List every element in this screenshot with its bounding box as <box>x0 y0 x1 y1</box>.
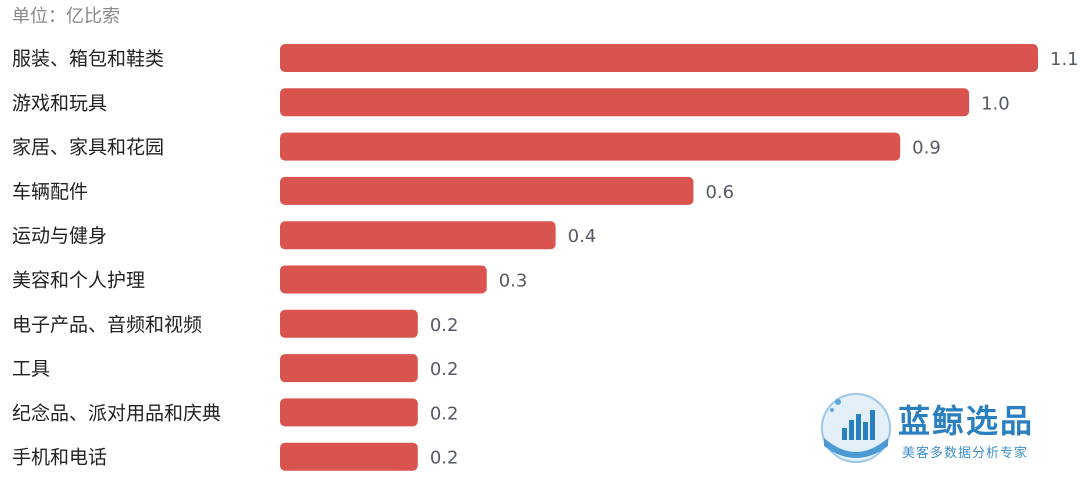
category-label: 家居、家具和花园 <box>12 137 164 159</box>
value-label: 0.2 <box>430 359 459 380</box>
unit-label: 单位：亿比索 <box>12 6 120 27</box>
category-label: 运动与健身 <box>12 225 107 247</box>
value-label: 0.6 <box>705 182 734 203</box>
value-label: 0.3 <box>499 271 528 292</box>
category-label: 工具 <box>12 358 50 380</box>
category-label: 美容和个人护理 <box>12 270 145 292</box>
bar <box>280 88 970 117</box>
category-label: 服装、箱包和鞋类 <box>12 48 164 70</box>
bar <box>280 44 1038 72</box>
bar <box>280 132 901 161</box>
bar <box>280 442 418 471</box>
bar <box>280 354 418 383</box>
value-label: 0.9 <box>912 138 941 159</box>
bar <box>280 221 556 250</box>
bar <box>280 309 418 338</box>
category-label: 游戏和玩具 <box>12 92 107 114</box>
category-label: 纪念品、派对用品和庆典 <box>12 401 221 424</box>
value-label: 1.1 <box>1050 49 1079 70</box>
category-label: 手机和电话 <box>12 447 107 469</box>
value-label: 0.2 <box>430 403 459 424</box>
value-label: 0.4 <box>568 226 597 247</box>
bar <box>280 176 694 205</box>
value-label: 1.0 <box>981 93 1010 114</box>
bar <box>280 265 487 294</box>
category-label: 电子产品、音频和视频 <box>12 314 202 336</box>
watermark-brand: 蓝鲸选品 <box>898 402 1035 440</box>
watermark: 蓝鲸选品 美客多数据分析专家 <box>818 388 1068 468</box>
value-label: 0.2 <box>430 315 459 336</box>
watermark-tagline: 美客多数据分析专家 <box>902 446 1029 461</box>
whale-bar-chart-icon <box>821 393 891 463</box>
bar <box>280 398 418 427</box>
category-label: 车辆配件 <box>12 181 88 203</box>
value-label: 0.2 <box>430 448 459 469</box>
